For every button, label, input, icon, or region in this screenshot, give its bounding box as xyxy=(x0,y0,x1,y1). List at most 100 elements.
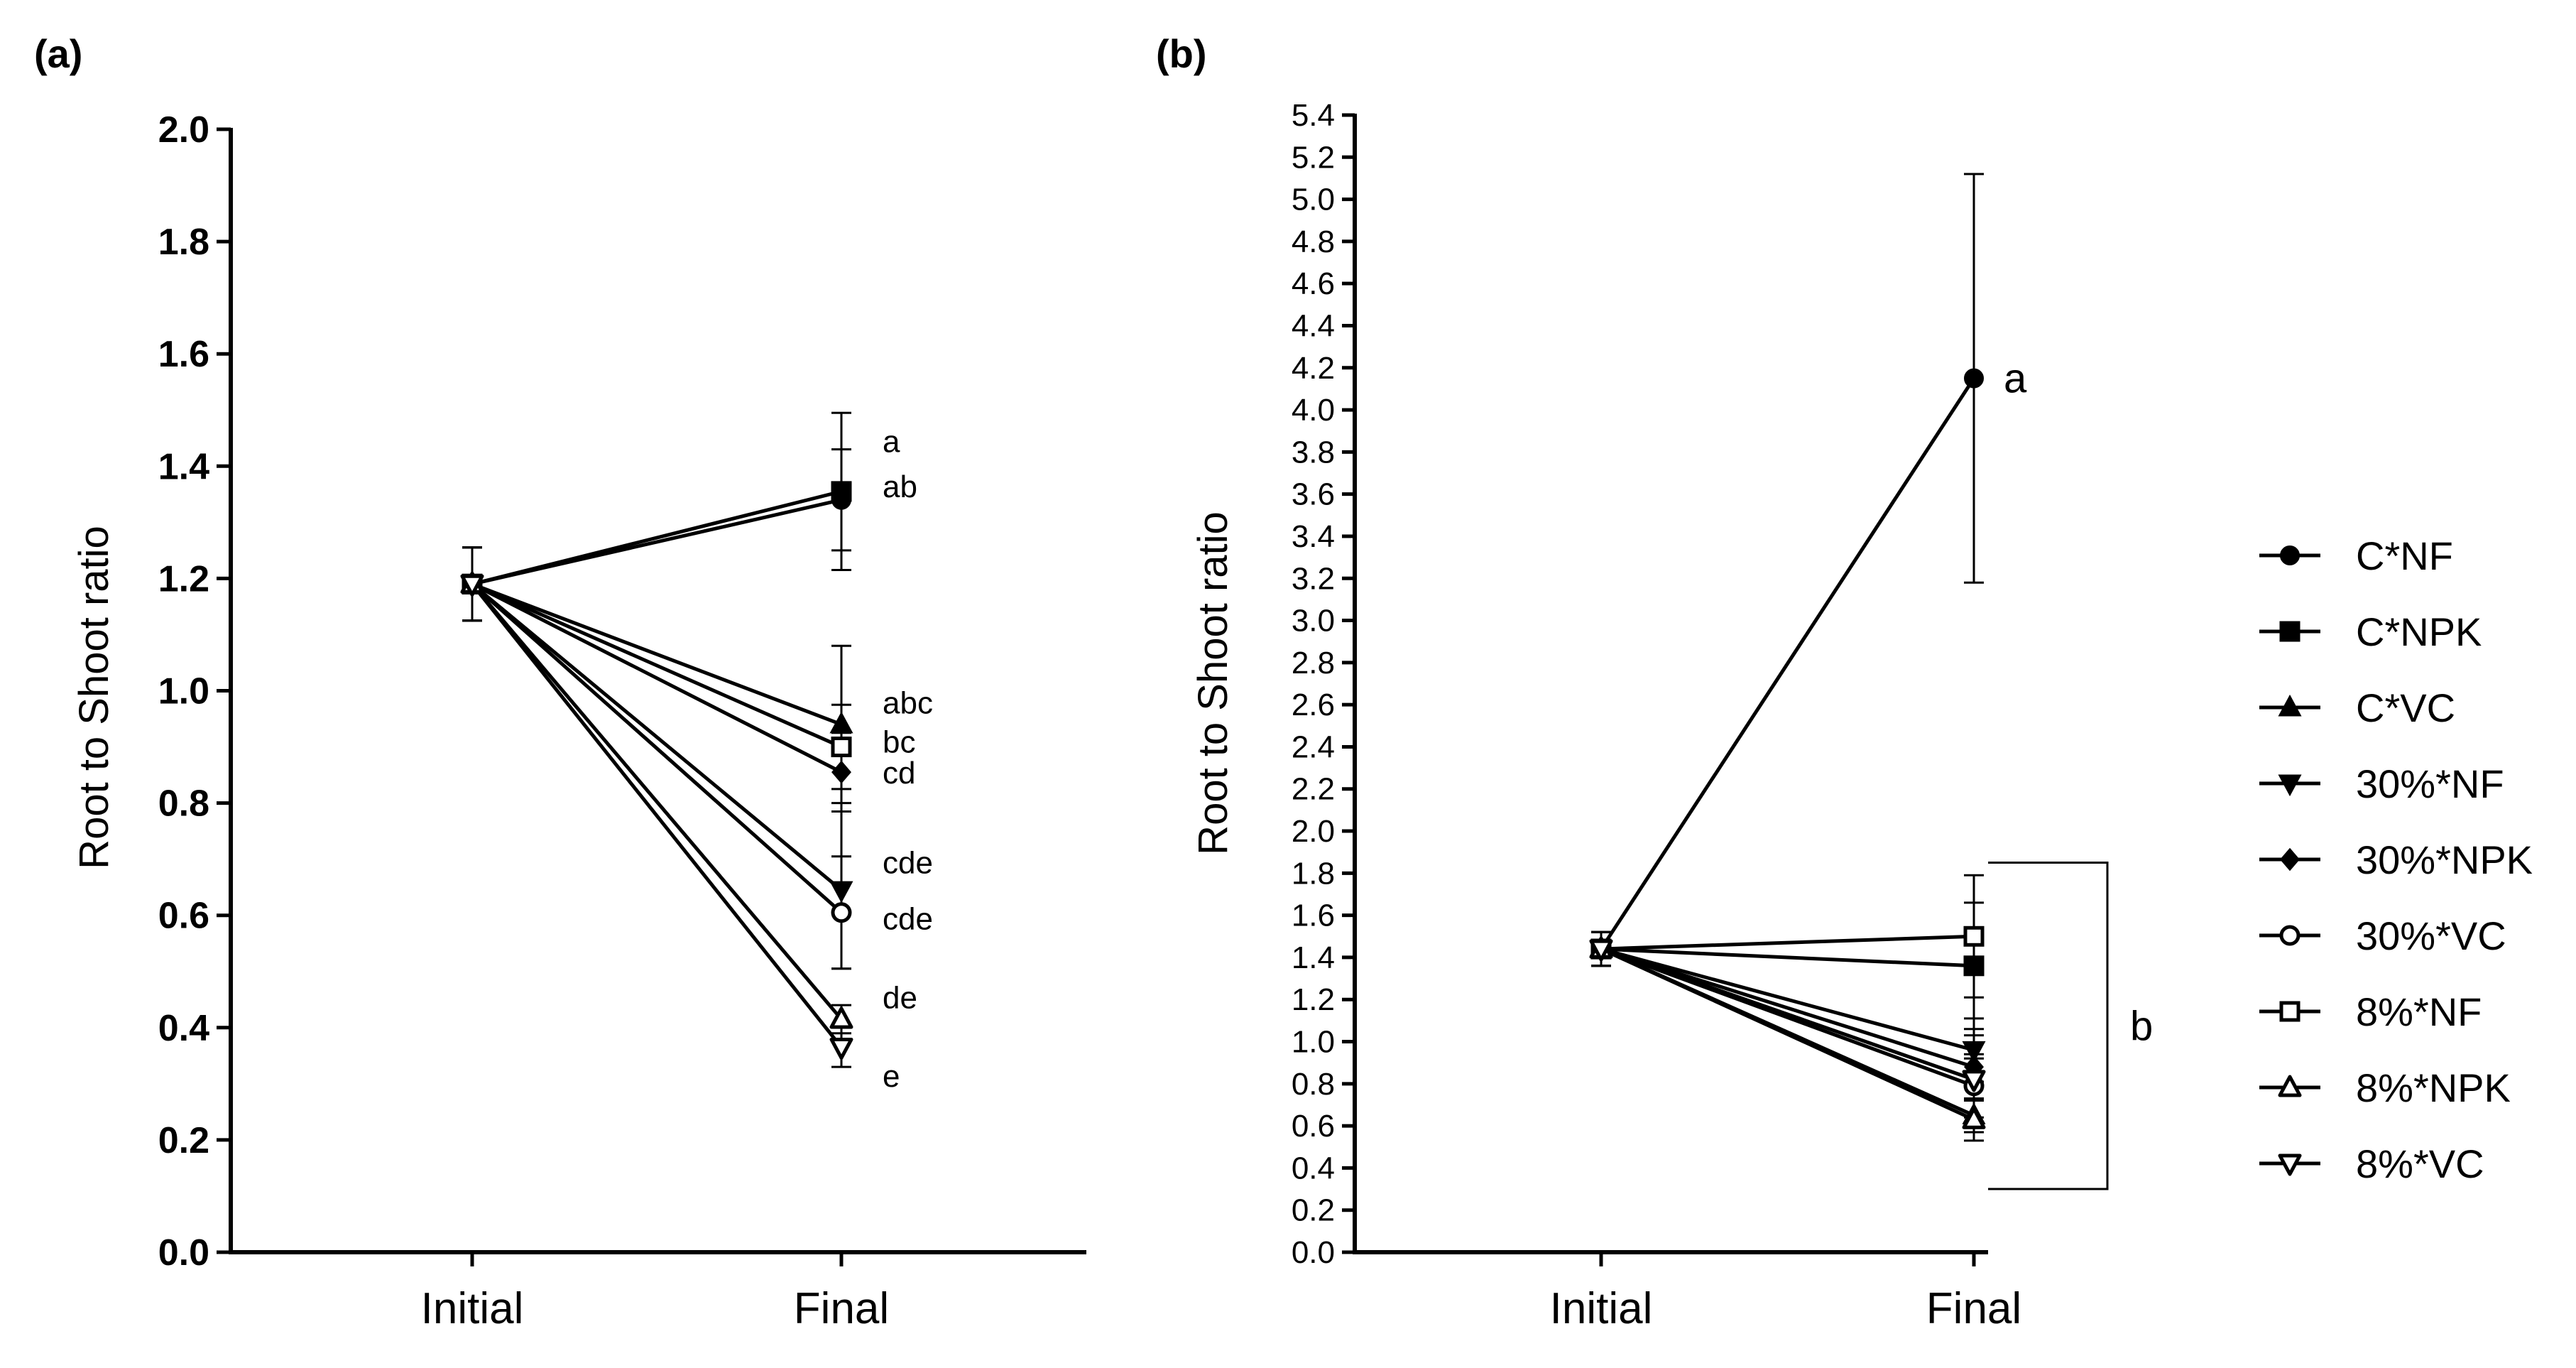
y-tick-label: 2.2 xyxy=(1292,772,1335,807)
series-line-c-npk xyxy=(1600,947,1975,968)
series-30pct-nf xyxy=(462,546,851,970)
y-tick-label: 2.0 xyxy=(158,109,209,151)
significance-label-c-nf: ab xyxy=(883,469,917,504)
panel-a-series xyxy=(462,411,853,1068)
series-8pct-npk xyxy=(462,546,851,1035)
y-tick-label: 4.6 xyxy=(1292,266,1335,301)
y-tick-label: 3.2 xyxy=(1292,561,1335,596)
y-tick-label: 1.2 xyxy=(1292,982,1335,1017)
significance-label-30pct-nf: cde xyxy=(883,846,933,881)
legend-marker-8pct-vc xyxy=(2280,1156,2300,1174)
data-point-8pct-nf-final xyxy=(833,739,850,756)
y-tick-label: 5.0 xyxy=(1292,183,1335,217)
x-tick-label-final: Final xyxy=(794,1284,889,1333)
y-tick-label: 0.4 xyxy=(158,1008,209,1049)
series-c-vc xyxy=(462,546,851,805)
legend-marker-c-npk xyxy=(2279,621,2301,642)
panel-b-axes xyxy=(1353,114,1988,1254)
x-tick-label-initial: Initial xyxy=(421,1284,524,1333)
y-tick-label: 2.6 xyxy=(1292,688,1335,722)
series-line-8pct-nf xyxy=(471,582,843,749)
y-tick-label: 2.8 xyxy=(1292,646,1335,680)
data-point-c-nf-final xyxy=(1964,368,1984,389)
series-8pct-nf xyxy=(1591,874,1984,999)
panel-a-y-axis-label: Root to Shoot ratio xyxy=(71,526,117,869)
panel-a-label: (a) xyxy=(34,31,82,76)
series-line-8pct-vc xyxy=(471,582,843,1049)
legend: C*NF C*NPK C*VC 30%*NF 30%*NPK 30%*VC 8%*NF 8%*… xyxy=(2259,533,2533,1186)
panel-a-axes xyxy=(229,128,1086,1254)
y-tick-label: 3.8 xyxy=(1292,435,1335,469)
series-c-nf xyxy=(462,448,851,622)
legend-marker-8pct-npk xyxy=(2280,1077,2300,1095)
legend-label-30pct-npk: 30%*NPK xyxy=(2356,837,2533,882)
y-tick-label: 1.0 xyxy=(158,671,209,712)
y-tick-label: 0.8 xyxy=(1292,1067,1335,1102)
y-tick-label: 0.0 xyxy=(1292,1235,1335,1270)
y-tick-label: 1.4 xyxy=(158,446,209,487)
panel-b-label-a: a xyxy=(2004,356,2027,402)
y-tick-label: 4.8 xyxy=(1292,224,1335,259)
series-line-30pct-nf xyxy=(1600,947,1975,1052)
legend-item-30pct-vc: 30%*VC xyxy=(2259,913,2506,958)
legend-item-30pct-nf: 30%*NF xyxy=(2259,761,2504,806)
series-line-30pct-npk xyxy=(471,582,843,774)
series-line-c-vc xyxy=(471,582,842,727)
panel-b-annotations: a b xyxy=(1988,356,2153,1190)
legend-marker-30pct-npk xyxy=(2280,848,2300,871)
y-tick-label: 4.4 xyxy=(1292,308,1335,343)
y-tick-label: 0.6 xyxy=(1292,1109,1335,1144)
legend-label-8pct-npk: 8%*NPK xyxy=(2356,1065,2511,1110)
legend-marker-8pct-nf xyxy=(2281,1003,2298,1020)
panel-b-label-b: b xyxy=(2130,1003,2153,1049)
y-tick-label: 2.0 xyxy=(1292,814,1335,849)
panel-b-bracket xyxy=(1988,862,2109,1190)
legend-item-c-nf: C*NF xyxy=(2259,533,2453,578)
panel-a-x-ticks: Initial Final xyxy=(421,1252,889,1333)
y-tick-label: 3.6 xyxy=(1292,477,1335,512)
data-point-30pct-npk-final xyxy=(831,761,851,783)
series-30pct-npk xyxy=(462,546,851,813)
panel-b-series xyxy=(1591,173,1985,1142)
legend-label-30pct-vc: 30%*VC xyxy=(2356,913,2506,958)
significance-label-8pct-vc: e xyxy=(883,1059,900,1094)
legend-label-c-nf: C*NF xyxy=(2356,533,2453,578)
legend-item-c-vc: C*VC xyxy=(2259,685,2455,730)
data-point-8pct-vc-final xyxy=(831,1039,851,1058)
y-tick-label: 5.4 xyxy=(1292,98,1335,133)
y-tick-label: 1.6 xyxy=(158,334,209,375)
series-c-npk xyxy=(462,411,851,622)
y-tick-label: 0.0 xyxy=(158,1232,209,1274)
legend-label-8pct-vc: 8%*VC xyxy=(2356,1141,2484,1186)
data-point-30pct-nf-final xyxy=(830,881,853,902)
data-point-c-npk-final xyxy=(1963,955,1985,977)
y-tick-label: 1.8 xyxy=(1292,856,1335,891)
series-30pct-vc xyxy=(1591,930,1984,1119)
series-c-nf xyxy=(1591,173,1984,967)
data-point-30pct-vc-final xyxy=(833,904,850,921)
y-tick-label: 3.0 xyxy=(1292,604,1335,639)
legend-item-30pct-npk: 30%*NPK xyxy=(2259,837,2533,882)
data-point-8pct-nf-final xyxy=(1965,928,1982,945)
legend-marker-30pct-vc xyxy=(2281,927,2298,944)
y-tick-label: 1.4 xyxy=(1292,940,1335,975)
y-tick-label: 0.2 xyxy=(158,1120,209,1161)
x-tick-label-final: Final xyxy=(1926,1284,2021,1333)
panel-b-label: (b) xyxy=(1156,31,1207,76)
y-tick-label: 0.2 xyxy=(1292,1193,1335,1228)
legend-item-c-npk: C*NPK xyxy=(2259,609,2482,654)
significance-label-8pct-npk: de xyxy=(883,980,917,1015)
panel-b-y-ticks: 0.0 0.2 0.4 0.6 0.8 1.0 1.2 1.4 1.6 1.8 2.0 2.2 2.4 2… xyxy=(1292,98,1355,1270)
series-line-30pct-nf xyxy=(471,582,843,892)
y-tick-label: 4.0 xyxy=(1292,393,1335,428)
significance-label-30pct-vc: cde xyxy=(883,902,933,937)
x-tick-label-initial: Initial xyxy=(1550,1284,1653,1333)
series-line-8pct-npk xyxy=(471,582,843,1021)
y-tick-label: 0.4 xyxy=(1292,1151,1335,1185)
significance-label-c-npk: a xyxy=(883,425,900,460)
series-line-8pct-vc xyxy=(1600,947,1975,1082)
series-line-8pct-npk xyxy=(1600,947,1975,1122)
panel-a-significance-labels: ab a abc cde cd cde bc de e xyxy=(883,425,933,1094)
series-line-30pct-npk xyxy=(1600,947,1975,1069)
series-line-30pct-vc xyxy=(471,582,843,914)
